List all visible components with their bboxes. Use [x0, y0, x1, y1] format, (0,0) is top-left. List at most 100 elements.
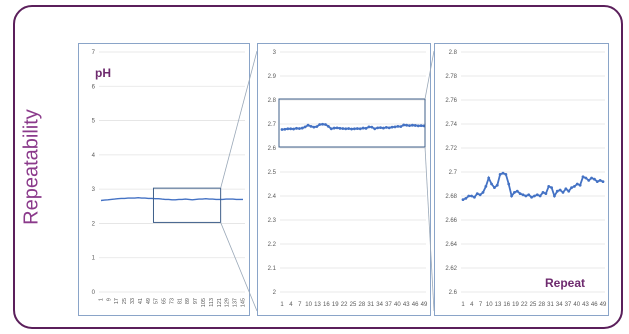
x-tick-label: 1 — [461, 302, 465, 308]
data-point — [309, 125, 313, 128]
y-tick-label: 2.4 — [268, 194, 277, 200]
data-point — [530, 195, 533, 199]
x-tick-label: 97 — [193, 298, 199, 304]
data-point — [402, 123, 406, 127]
x-tick-label: 81 — [177, 298, 183, 304]
data-point — [292, 127, 295, 131]
data-point — [515, 189, 519, 193]
x-tick-label: 19 — [512, 302, 519, 308]
data-point — [495, 183, 499, 187]
data-point — [541, 191, 545, 194]
y-tick-label: 2.3 — [268, 218, 277, 224]
x-tick-label: 10 — [305, 302, 312, 308]
data-point — [335, 126, 339, 130]
data-point — [332, 126, 336, 130]
x-tick-label: 1 — [280, 302, 284, 308]
data-point — [312, 125, 316, 129]
data-point — [390, 125, 394, 129]
x-tick-label: 40 — [573, 302, 580, 308]
data-point — [367, 125, 371, 129]
x-tick-label: 145 — [240, 298, 246, 307]
y-tick-label: 2.8 — [449, 50, 458, 56]
y-tick-label: 2.64 — [445, 242, 457, 248]
data-point — [376, 126, 380, 130]
zoom-1-chart: 2 2.1 2.2 2.3 2.4 2.5 2.6 2.7 2.8 2.9 3 1 4 7 10 13 16 19… — [257, 43, 431, 316]
y-tick-label: 2.7 — [449, 170, 458, 176]
data-point — [396, 125, 400, 128]
y-tick-label: 2 — [92, 221, 96, 227]
x-tick-label: 19 — [332, 302, 339, 308]
data-point — [575, 182, 579, 186]
data-point — [399, 125, 403, 129]
data-point — [581, 175, 585, 179]
x-tick-label: 22 — [341, 302, 348, 308]
y-tick-label: 2.76 — [445, 98, 457, 104]
x-tick-label: 31 — [367, 302, 374, 308]
data-point — [361, 126, 365, 130]
data-point — [535, 193, 539, 197]
data-point — [373, 127, 377, 131]
data-point — [379, 126, 382, 129]
y-tick-label: 4 — [92, 153, 96, 159]
data-point — [280, 128, 284, 131]
data-point — [318, 123, 322, 126]
data-point — [393, 125, 397, 129]
x-tick-label: 9 — [106, 298, 112, 301]
x-tick-label: 28 — [359, 302, 366, 308]
x-tick-label: 7 — [479, 302, 483, 308]
y-tick-label: 2 — [273, 290, 277, 296]
y-tick-label: 2.7 — [268, 122, 277, 128]
data-point — [527, 193, 531, 197]
data-point — [416, 124, 420, 128]
data-point — [484, 185, 488, 188]
data-point — [315, 125, 319, 129]
zoom-1-plot: 22.12.22.32.42.52.62.72.82.931 4 7 10 13 16 19… — [268, 50, 428, 308]
data-point — [544, 192, 548, 196]
x-tick-label: 1 — [98, 298, 104, 301]
y-tick-label: 2.8 — [268, 98, 277, 104]
repeat-label: Repeat — [545, 276, 586, 290]
data-point — [306, 123, 310, 127]
data-point — [521, 193, 525, 197]
x-tick-label: 43 — [403, 302, 410, 308]
data-point — [341, 127, 345, 130]
y-tick-label: 2.2 — [268, 242, 277, 248]
data-point — [493, 186, 496, 190]
x-tick-label: 25 — [122, 298, 128, 304]
x-tick-label: 57 — [154, 298, 160, 304]
x-tick-label: 73 — [169, 298, 175, 304]
x-tick-label: 13 — [314, 302, 321, 308]
y-tick-label: 0 — [92, 290, 96, 296]
data-point — [558, 188, 562, 192]
side-title: Repeatability — [20, 109, 43, 225]
data-point — [587, 179, 591, 182]
series-line — [100, 196, 243, 202]
data-point — [561, 191, 565, 194]
x-tick-label: 129 — [225, 298, 231, 307]
data-point — [590, 176, 593, 180]
x-tick-label: 25 — [530, 302, 537, 308]
data-point — [283, 127, 287, 131]
data-point — [422, 124, 426, 128]
data-point — [573, 185, 576, 188]
y-tick-label: 1 — [92, 256, 96, 262]
data-point — [382, 126, 385, 130]
data-point — [593, 177, 596, 181]
x-tick-label: 31 — [547, 302, 554, 308]
data-point — [370, 125, 374, 129]
y-tick-label: 2.6 — [449, 290, 458, 296]
y-tick-label: 2.9 — [268, 74, 277, 80]
x-tick-label: 4 — [289, 302, 293, 308]
x-tick-label: 28 — [538, 302, 545, 308]
y-tick-label: 2.68 — [445, 194, 457, 200]
data-point — [538, 194, 542, 198]
x-tick-label: 22 — [521, 302, 528, 308]
data-point — [408, 124, 411, 128]
x-tick-label: 37 — [565, 302, 572, 308]
data-point — [464, 197, 468, 200]
data-point — [289, 127, 293, 131]
data-point — [300, 126, 304, 130]
x-tick-label: 49 — [421, 302, 428, 308]
data-point — [584, 176, 588, 180]
